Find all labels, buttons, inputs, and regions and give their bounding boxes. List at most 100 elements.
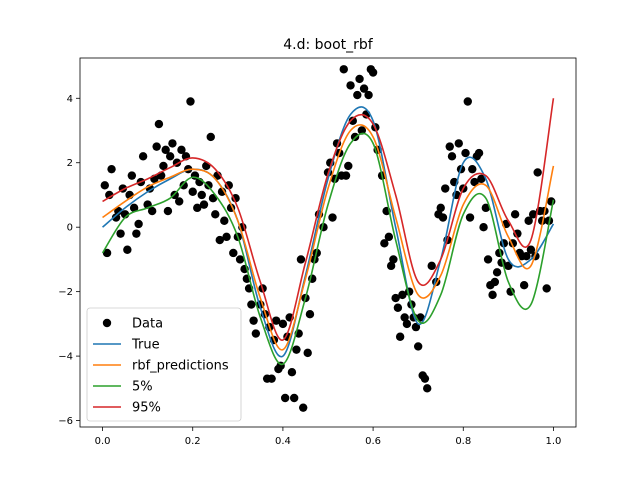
legend-label-data: Data [132, 317, 163, 332]
data-point [513, 229, 522, 238]
legend-box [86, 307, 242, 422]
data-point [299, 403, 308, 412]
data-point [154, 119, 164, 129]
x-tick-label: 0.2 [185, 436, 201, 447]
data-point [488, 290, 497, 300]
legend-label-95: 95% [132, 401, 161, 416]
data-point [292, 345, 301, 354]
data-point [249, 316, 258, 325]
data-point [204, 181, 213, 190]
data-point [328, 213, 337, 222]
data-point [147, 206, 157, 216]
data-point [114, 206, 123, 216]
data-point [111, 213, 121, 222]
data-point [490, 277, 500, 287]
x-tick-label: 0.0 [95, 436, 111, 447]
data-point [161, 145, 170, 155]
data-point [229, 248, 238, 258]
y-tick-label: −6 [58, 416, 73, 427]
data-point [533, 168, 542, 177]
data-point [127, 171, 137, 180]
data-point [123, 245, 132, 254]
data-point [159, 161, 168, 171]
data-point [463, 97, 472, 106]
axes-frame [79, 57, 577, 428]
legend-marker-data [102, 318, 112, 328]
data-point [357, 126, 367, 135]
data-point [186, 97, 195, 106]
data-point [386, 261, 396, 271]
data-point [296, 255, 306, 264]
data-point [168, 139, 177, 148]
data-point [339, 65, 348, 74]
data-point [547, 197, 556, 206]
data-point [441, 184, 450, 193]
data-point [215, 235, 224, 245]
data-point [197, 190, 206, 200]
data-point [519, 281, 529, 290]
y-tick-label: 0 [67, 223, 73, 234]
data-point [528, 210, 538, 219]
data-point [380, 239, 389, 248]
data-point [400, 313, 409, 322]
data-point [445, 142, 454, 151]
legend-label-true: True [131, 338, 160, 353]
data-point [100, 181, 110, 190]
legend-label-5: 5% [132, 380, 153, 395]
data-point [138, 152, 148, 161]
axes: 0.0 0.2 0.4 0.6 0.8 1.0 −6 −4 −2 0 2 4 [58, 57, 577, 447]
data-point [211, 210, 220, 219]
data-point [436, 203, 445, 213]
data-point [465, 213, 475, 222]
data-point [152, 142, 161, 151]
series-line-95 [102, 98, 555, 341]
data-point [116, 229, 125, 238]
data-point [368, 68, 378, 77]
y-tick-label: 4 [67, 94, 73, 105]
data-point [447, 152, 457, 161]
data-point [492, 268, 502, 277]
data-point [344, 161, 353, 171]
data-point [479, 222, 488, 232]
data-point [224, 181, 233, 190]
data-point [129, 203, 139, 213]
data-point [278, 319, 288, 329]
y-tick-label: 2 [67, 158, 73, 169]
data-point [524, 216, 533, 225]
data-point [287, 368, 297, 377]
data-point [107, 164, 116, 174]
data-point [220, 216, 229, 225]
data-point [411, 322, 421, 332]
data-point [393, 303, 403, 312]
x-tick-label: 0.8 [455, 436, 471, 447]
data-point [438, 213, 448, 222]
data-point [346, 81, 355, 90]
data-point [510, 210, 520, 219]
data-point [526, 245, 536, 254]
data-point [470, 177, 479, 187]
data-point [134, 219, 143, 229]
data-point [468, 164, 477, 174]
data-point [389, 255, 398, 264]
plot-area [100, 65, 556, 412]
data-point [199, 200, 209, 209]
series-line-5 [101, 132, 555, 365]
data-point [132, 229, 141, 238]
data-point [395, 332, 405, 341]
data-point [391, 293, 400, 303]
data-point [427, 261, 436, 271]
data-point [163, 206, 173, 216]
data-point [477, 174, 486, 184]
data-point [271, 316, 281, 325]
data-point [102, 248, 112, 258]
data-point [413, 342, 423, 351]
data-point [522, 252, 531, 261]
data-point [175, 197, 184, 206]
data-point [420, 374, 430, 383]
data-point [188, 187, 197, 196]
x-tick-label: 0.4 [275, 436, 291, 447]
data-point [416, 313, 425, 322]
data-point [355, 74, 364, 84]
data-point [542, 284, 551, 293]
